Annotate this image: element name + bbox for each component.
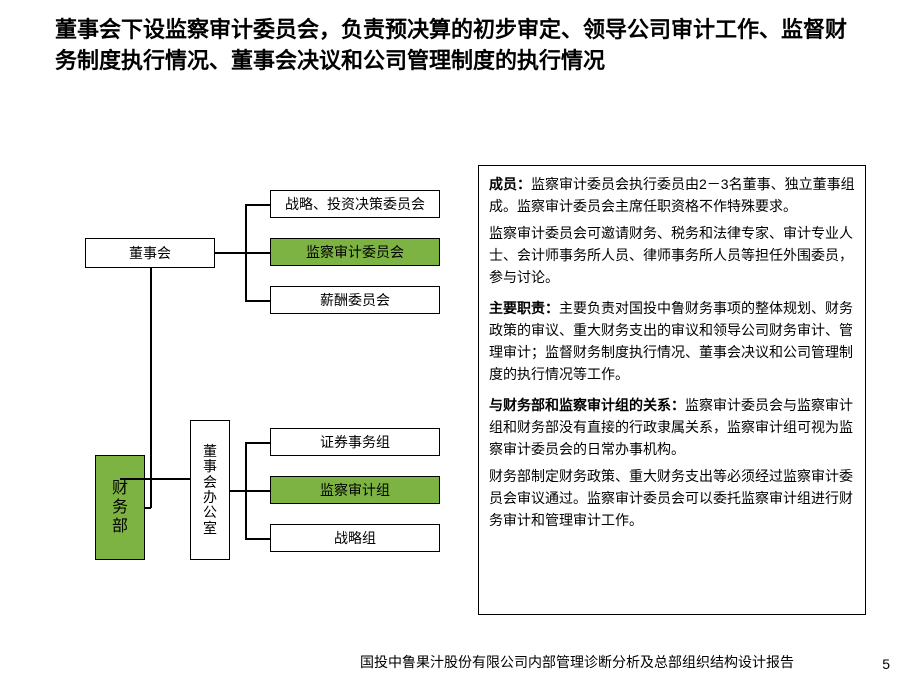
connector	[245, 204, 270, 206]
box-group-audit: 监察审计组	[270, 476, 440, 504]
org-chart: 董事会 战略、投资决策委员会 监察审计委员会 薪酬委员会 财务部 董事会办公室 …	[55, 160, 475, 620]
label-members: 成员：	[489, 176, 531, 192]
panel-section-duties: 主要职责：主要负责对国投中鲁财务事项的整体规划、财务政策的审议、重大财务支出的审…	[489, 298, 855, 385]
page-number: 5	[882, 656, 890, 672]
connector	[245, 538, 270, 540]
connector	[145, 507, 151, 509]
panel-section-members: 成员：监察审计委员会执行委员由2－3名董事、独立董事组成。监察审计委员会主席任职…	[489, 174, 855, 288]
connector	[150, 268, 152, 478]
info-panel: 成员：监察审计委员会执行委员由2－3名董事、独立董事组成。监察审计委员会主席任职…	[478, 165, 866, 615]
footer-text: 国投中鲁果汁股份有限公司内部管理诊断分析及总部组织结构设计报告	[360, 652, 794, 672]
text-members-2: 监察审计委员会可邀请财务、税务和法律专家、审计专业人士、会计师事务所人员、律师事…	[489, 223, 855, 288]
connector	[245, 300, 270, 302]
text-members-1: 监察审计委员会执行委员由2－3名董事、独立董事组成。监察审计委员会主席任职资格不…	[489, 176, 855, 214]
connector	[245, 252, 270, 254]
box-group-strategy: 战略组	[270, 524, 440, 552]
box-board-office: 董事会办公室	[190, 420, 230, 560]
label-relation: 与财务部和监察审计组的关系：	[489, 397, 685, 413]
panel-section-relation: 与财务部和监察审计组的关系：监察审计委员会与监察审计组和财务部没有直接的行政隶属…	[489, 395, 855, 531]
box-board: 董事会	[85, 238, 215, 268]
connector	[245, 490, 270, 492]
connector	[230, 490, 245, 492]
connector	[150, 478, 152, 508]
connector	[245, 442, 270, 444]
label-duties: 主要职责：	[489, 300, 559, 316]
box-group-securities: 证券事务组	[270, 428, 440, 456]
page-title: 董事会下设监察审计委员会，负责预决算的初步审定、领导公司审计工作、监督财务制度执…	[55, 15, 865, 77]
connector	[215, 252, 245, 254]
connector	[150, 478, 190, 480]
text-relation-2: 财务部制定财务政策、重大财务支出等必须经过监察审计委员会审议通过。监察审计委员会…	[489, 466, 855, 531]
box-committee-strategy: 战略、投资决策委员会	[270, 190, 440, 218]
box-finance: 财务部	[95, 455, 145, 560]
box-committee-compensation: 薪酬委员会	[270, 286, 440, 314]
box-committee-audit: 监察审计委员会	[270, 238, 440, 266]
